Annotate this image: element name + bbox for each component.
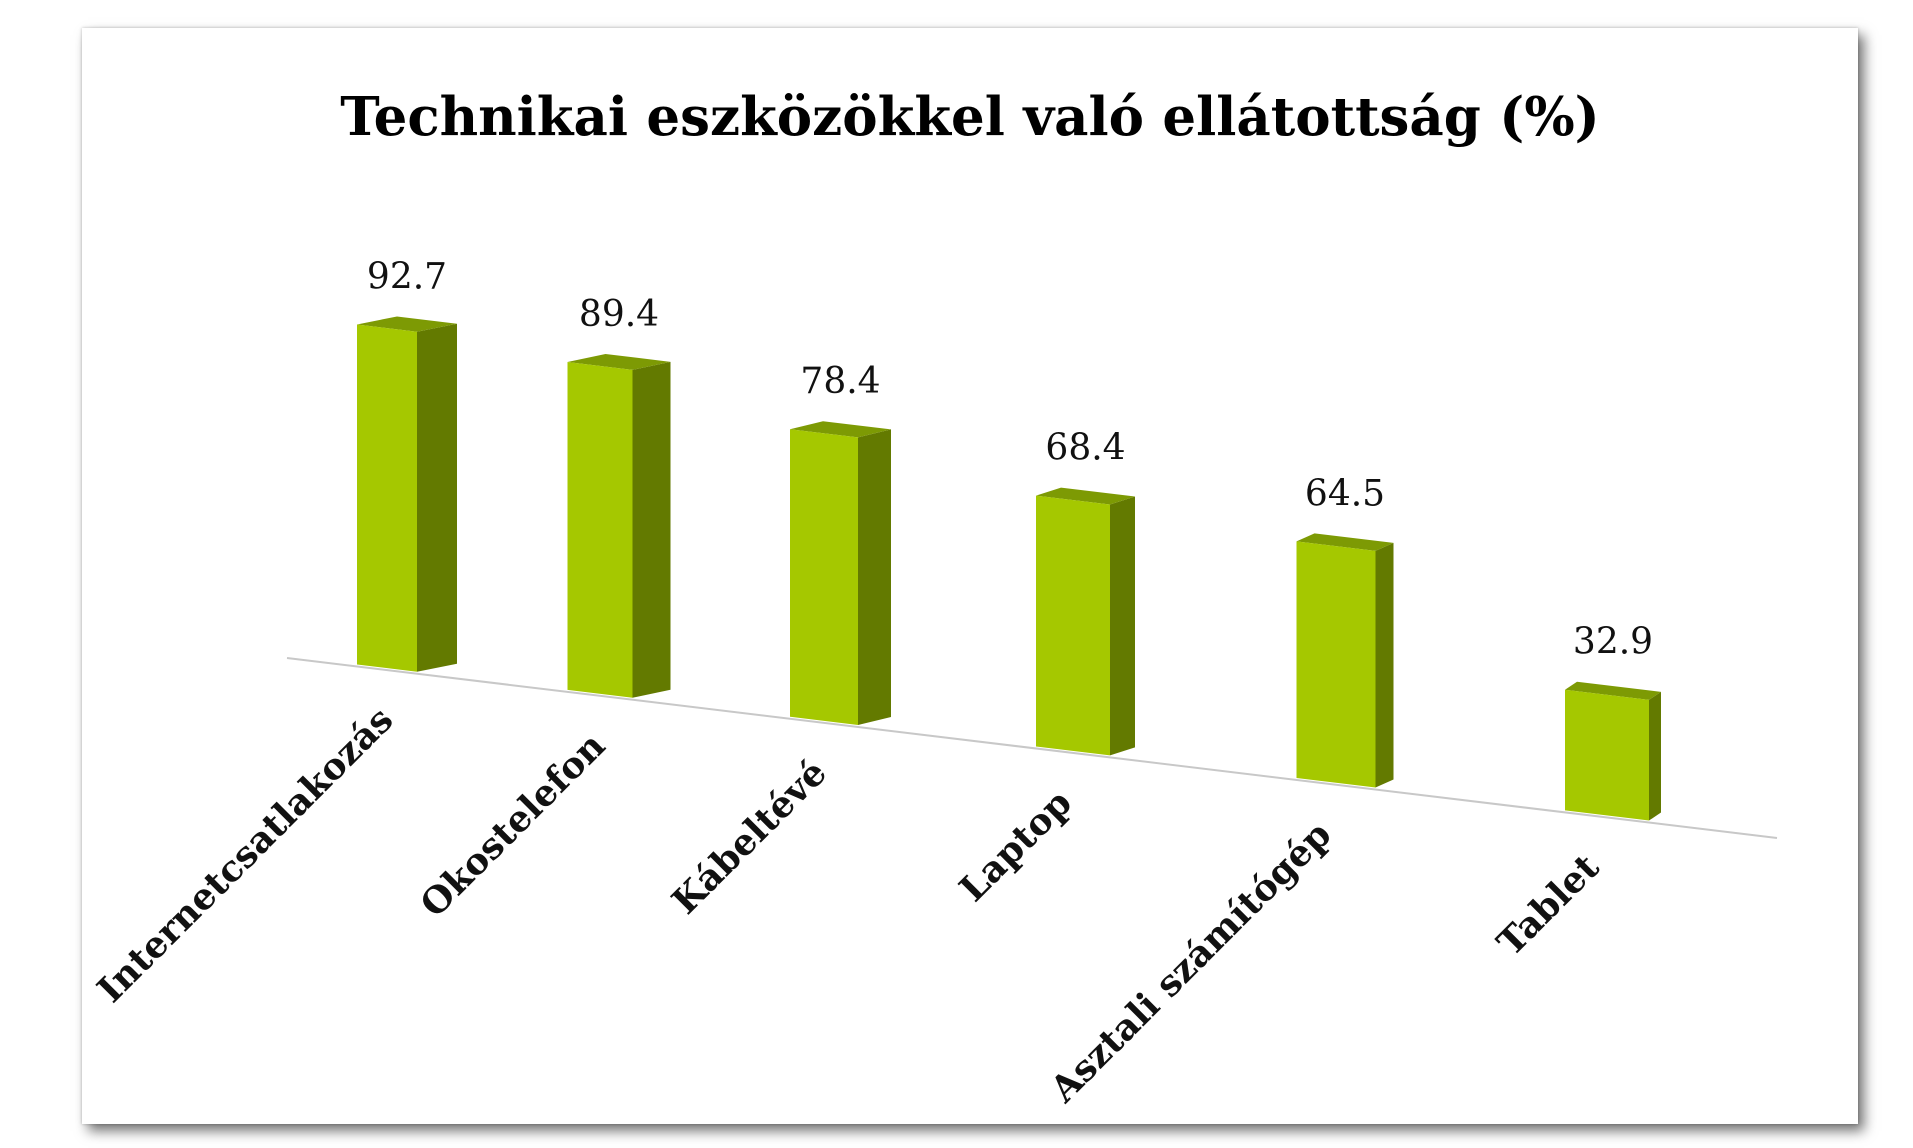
bar-top-face <box>357 316 457 332</box>
value-label-2: 89.4 <box>579 294 659 335</box>
bar-3 <box>790 421 891 725</box>
bar-4 <box>1036 487 1135 756</box>
category-label-6: Tablet <box>1489 846 1607 964</box>
category-label-1: Internetcsatlakozás <box>89 699 401 1011</box>
chart-card: Technikai eszközökkel való ellátottság (… <box>82 28 1858 1124</box>
value-label-1: 92.7 <box>367 256 447 297</box>
bar-top-face <box>1036 487 1135 505</box>
value-label-6: 32.9 <box>1573 622 1653 663</box>
bar-side-face <box>632 361 671 698</box>
bar-front-face <box>567 361 633 698</box>
bar-side-face <box>1110 496 1135 756</box>
bar-2 <box>567 353 671 698</box>
bar-side-face <box>1649 691 1661 821</box>
bar-1 <box>357 316 457 672</box>
value-label-3: 78.4 <box>800 361 880 402</box>
bar-front-face <box>357 324 417 672</box>
bar-side-face <box>858 429 891 725</box>
bar-side-face <box>1375 542 1394 788</box>
bar-front-face <box>1036 495 1110 756</box>
value-label-4: 68.4 <box>1045 428 1125 469</box>
bar-side-face <box>417 323 457 672</box>
bar-front-face <box>1565 689 1649 821</box>
bar-front-face <box>1296 541 1376 788</box>
bar-top-face <box>1296 533 1394 551</box>
bar-5 <box>1296 533 1394 788</box>
bar-top-face <box>1565 681 1661 700</box>
bar-top-face <box>790 421 891 438</box>
bar-top-face <box>567 353 671 370</box>
bar-front-face <box>790 429 858 725</box>
category-label-3: Kábeltévé <box>664 752 835 923</box>
value-label-5: 64.5 <box>1305 473 1385 514</box>
bar-chart-plot: 92.7 Internetcsatlakozás 89.4 Okostelefon 78… <box>89 256 1778 1111</box>
category-label-5: Asztali számítógép <box>1042 813 1340 1111</box>
category-label-2: Okostelefon <box>412 724 613 925</box>
category-label-4: Laptop <box>951 782 1079 910</box>
bar-6 <box>1565 681 1661 821</box>
x-axis-baseline <box>286 657 1778 839</box>
chart-title: Technikai eszközökkel való ellátottság (… <box>340 86 1600 148</box>
